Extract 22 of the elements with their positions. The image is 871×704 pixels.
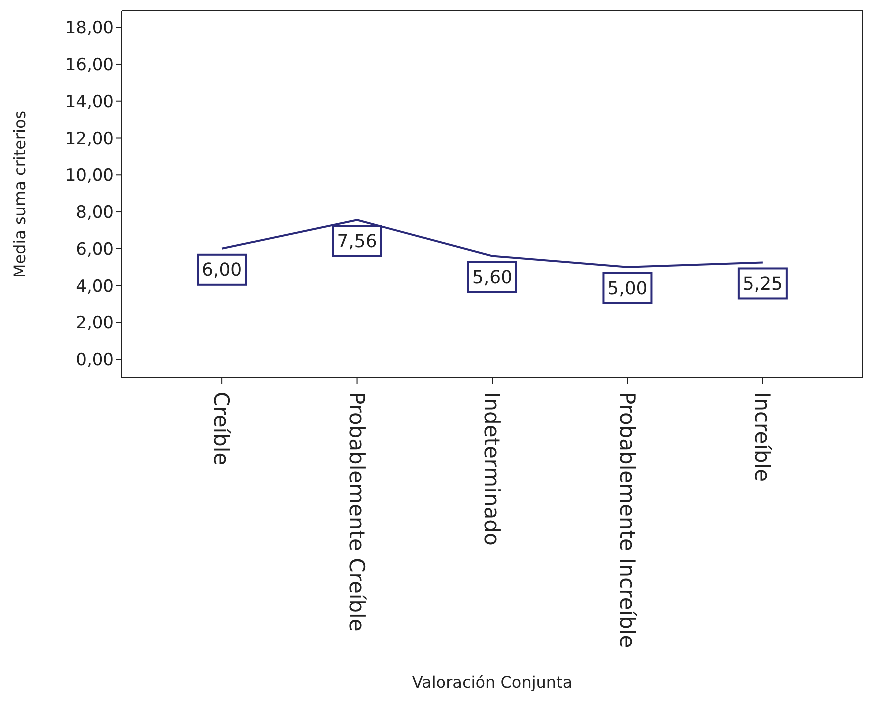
y-tick-label: 12,00 [65,129,114,150]
y-tick-label: 0,00 [76,350,114,371]
y-axis-title: Media suma criterios [10,110,30,278]
x-tick-label: Creíble [210,392,234,466]
y-tick-label: 8,00 [76,203,114,224]
y-tick-label: 18,00 [65,18,114,39]
y-tick-label: 2,00 [76,314,114,334]
y-tick-label: 10,00 [65,166,114,186]
data-label: 5,60 [472,268,513,289]
x-tick-label: Probablemente Increíble [615,392,640,648]
data-label: 6,00 [202,260,242,282]
y-tick-label: 14,00 [65,92,114,112]
x-axis-title: Valoración Conjunta [412,673,573,692]
y-tick-label: 6,00 [76,240,114,260]
y-tick-label: 4,00 [76,276,114,297]
x-tick-label: Probablemente Creíble [344,392,369,632]
x-tick-label: Increíble [750,392,775,482]
data-label: 5,00 [608,278,648,300]
data-label: 7,56 [337,231,378,252]
data-label: 5,25 [742,274,783,296]
y-tick-label: 16,00 [65,56,114,76]
x-tick-label: Indeterminado [480,392,504,546]
